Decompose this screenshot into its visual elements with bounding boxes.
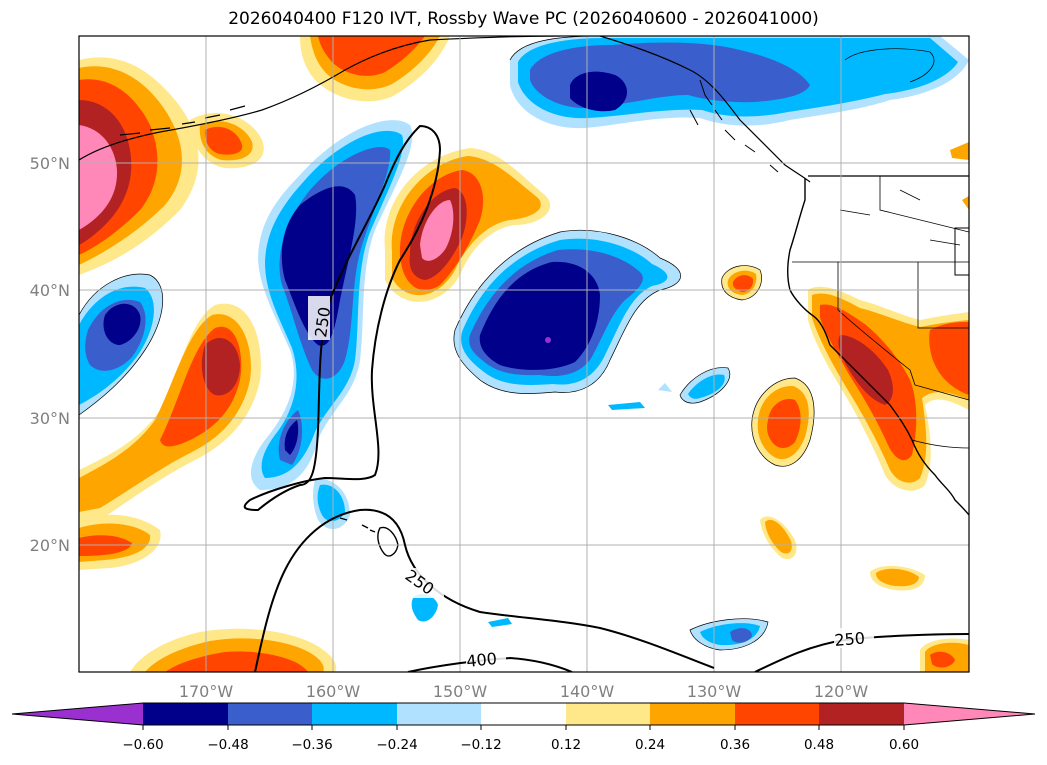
positive-plume-northwest <box>79 57 199 275</box>
colorbar-bin <box>735 703 819 725</box>
colorbar-bin <box>397 703 481 725</box>
colorbar-tick-label: 0.60 <box>889 737 919 753</box>
ivt-fill-layer <box>79 36 969 672</box>
colorbar-ticks <box>142 725 905 730</box>
contour-labels: 250 250 250 400 <box>308 296 874 671</box>
lat-label-20n: 20°N <box>30 536 70 555</box>
colorbar-bin <box>566 703 650 725</box>
colorbar-tick-label: −0.60 <box>122 737 163 753</box>
colorbar-extend-high <box>904 703 1035 725</box>
lon-label-120w: 120°W <box>814 682 869 701</box>
colorbar-bin <box>819 703 904 725</box>
contour-lines <box>243 124 969 672</box>
colorbar-tick-label: −0.24 <box>376 737 417 753</box>
colorbar-tick-label: −0.48 <box>207 737 248 753</box>
lon-label-160w: 160°W <box>306 682 361 701</box>
positive-patch-north-central <box>300 36 450 102</box>
lon-label-170w: 170°W <box>179 682 234 701</box>
negative-patch-west <box>79 274 163 415</box>
lon-label-150w: 150°W <box>433 682 488 701</box>
lat-label-50n: 50°N <box>30 154 70 173</box>
colorbar-tick-label: 0.12 <box>551 737 581 753</box>
colorbar-tick-label: 0.36 <box>720 737 750 753</box>
contour-label-250-trough: 250 <box>311 306 334 339</box>
colorbar-bin <box>143 703 228 725</box>
coastline-layer <box>79 36 969 557</box>
colorbar-bin <box>312 703 397 725</box>
positive-patch-167w <box>190 112 264 169</box>
colorbar-extend-low <box>12 703 143 725</box>
negative-patches-small <box>411 367 768 650</box>
positive-plume-ridge <box>384 148 551 302</box>
contour-label-400: 400 <box>465 649 497 671</box>
colorbar-tick-label: 0.48 <box>804 737 834 753</box>
lon-label-140w: 140°W <box>560 682 615 701</box>
colorbar-bin <box>650 703 735 725</box>
lat-label-30n: 30°N <box>30 409 70 428</box>
colorbar-bin <box>481 703 566 725</box>
colorbar-tick-label: 0.24 <box>635 737 665 753</box>
colorbar-bin <box>228 703 312 725</box>
anomaly-outline-layer <box>79 36 935 651</box>
positive-patch-20n <box>79 514 161 570</box>
colorbar-tick-label: −0.12 <box>460 737 501 753</box>
colorbar: −0.60 −0.48 −0.36 −0.24 −0.12 0.12 0.24 … <box>11 702 1036 753</box>
map-title: 2026040400 F120 IVT, Rossby Wave PC (202… <box>228 9 819 29</box>
colorbar-tick-label: −0.36 <box>291 737 332 753</box>
gridlines <box>79 36 969 672</box>
lat-tick-labels: 50°N 40°N 30°N 20°N <box>30 154 70 555</box>
map-frame <box>78 35 970 673</box>
lon-tick-labels: 170°W 160°W 150°W 140°W 130°W 120°W <box>179 682 869 701</box>
positive-patch-south <box>130 628 337 672</box>
contour-label-250-east: 250 <box>834 628 866 650</box>
lat-label-40n: 40°N <box>30 281 70 300</box>
negative-band-northeast <box>510 36 969 129</box>
positive-plume-california <box>808 286 969 491</box>
positive-band-southwest <box>79 303 261 525</box>
negative-plume-west-trough <box>250 120 413 530</box>
lon-label-130w: 130°W <box>687 682 742 701</box>
positive-patches-east <box>721 142 969 672</box>
negative-patch-central <box>453 230 681 394</box>
